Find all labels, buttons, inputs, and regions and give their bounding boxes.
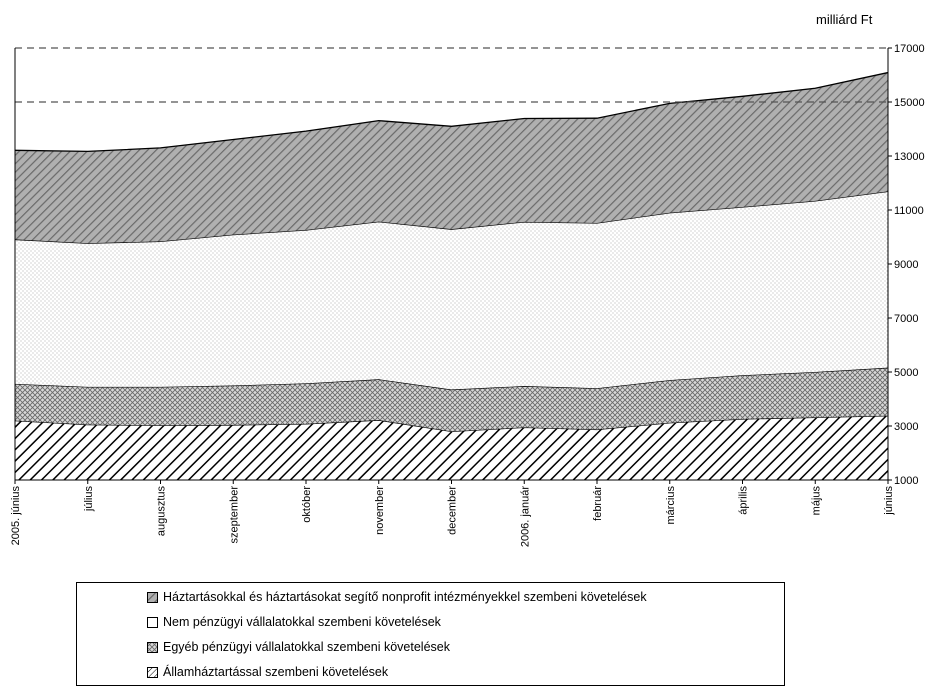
legend-label: Egyéb pénzügyi vállalatokkal szembeni kö… bbox=[163, 640, 450, 654]
x-tick-label: október bbox=[301, 486, 313, 523]
x-tick-label: szeptember bbox=[228, 486, 240, 544]
area-layers bbox=[14, 48, 889, 480]
axes: 1000 3000 5000 7000 9000 11000 13000 15000 17000… bbox=[10, 43, 925, 547]
legend-label: Államháztartással szembeni követelések bbox=[163, 665, 389, 679]
area-series-4-edge bbox=[14, 71, 889, 153]
y-tick-label: 9000 bbox=[894, 259, 918, 271]
y-axis-unit-label: milliárd Ft bbox=[816, 12, 873, 27]
x-tick-label: 2006. január bbox=[519, 486, 531, 547]
legend-swatch-plain bbox=[147, 616, 158, 628]
legend-swatch-diag-dark bbox=[147, 591, 158, 603]
x-tick-label: május bbox=[810, 486, 822, 516]
x-tick-label: március bbox=[665, 486, 677, 525]
legend-item-other-financial: Egyéb pénzügyi vállalatokkal szembeni kö… bbox=[147, 637, 450, 657]
legend-item-government: Államháztartással szembeni követelések bbox=[147, 662, 388, 682]
y-tick-label: 17000 bbox=[894, 43, 925, 55]
x-tick-label: 2005. június bbox=[10, 486, 22, 546]
legend-label: Háztartásokkal és háztartásokat segítő n… bbox=[163, 590, 647, 604]
area-series-3 bbox=[15, 191, 888, 390]
x-tick-label: augusztus bbox=[156, 486, 168, 537]
legend-swatch-diag-light bbox=[147, 666, 158, 678]
y-tick-label: 5000 bbox=[894, 367, 918, 379]
legend-item-households: Háztartásokkal és háztartásokat segítő n… bbox=[147, 587, 647, 607]
y-tick-label: 1000 bbox=[894, 475, 918, 487]
legend-swatch-crosshatch bbox=[147, 641, 158, 653]
x-tick-label: július bbox=[83, 486, 95, 513]
y-tick-label: 7000 bbox=[894, 313, 918, 325]
legend-label: Nem pénzügyi vállalatokkal szembeni köve… bbox=[163, 615, 441, 629]
area-series-1 bbox=[15, 415, 888, 480]
x-tick-label: június bbox=[883, 486, 895, 516]
legend-item-nonfinancial: Nem pénzügyi vállalatokkal szembeni köve… bbox=[147, 612, 441, 632]
y-tick-label: 3000 bbox=[894, 421, 918, 433]
area-series-4 bbox=[15, 72, 888, 244]
x-tick-label: április bbox=[738, 486, 750, 515]
y-tick-label: 13000 bbox=[894, 151, 925, 163]
x-tick-label: február bbox=[592, 486, 604, 521]
reference-lines bbox=[15, 47, 888, 103]
legend: Háztartásokkal és háztartásokat segítő n… bbox=[76, 582, 785, 686]
y-tick-label: 15000 bbox=[894, 97, 925, 109]
area-series-2 bbox=[15, 367, 888, 432]
x-tick-label: december bbox=[447, 486, 459, 535]
x-tick-label: november bbox=[374, 486, 386, 535]
y-tick-label: 11000 bbox=[894, 205, 924, 217]
